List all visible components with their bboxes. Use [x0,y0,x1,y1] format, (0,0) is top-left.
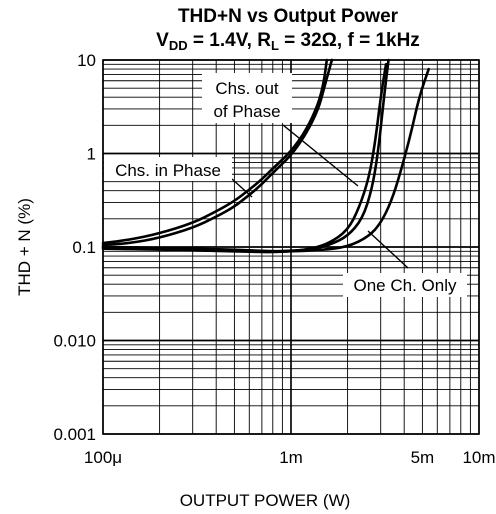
annotation-one-ch-only: One Ch. Only [354,276,457,295]
series-layer [101,58,430,254]
rl-subscript: L [271,38,279,53]
series-line-2 [101,58,329,245]
leader-one-ch [367,230,409,269]
vdd-value: = 1.4V, [188,30,258,51]
x-tick-label: 10m [462,448,495,467]
annotation-chs-in-phase: Chs. in Phase [115,161,221,180]
leader-out-phase [282,124,359,187]
tick-labels: 0.001 0.010 0.1 1 10 100μ 1m 5m 10m [53,51,495,467]
rl-symbol: R [257,30,271,51]
series-line-1 [101,58,334,247]
y-tick-label: 1 [87,145,96,164]
chart-title: THD+N vs Output Power [178,6,399,27]
leader-in-phase [231,178,253,198]
y-axis-label: THD + N (%) [15,198,34,296]
annotation-bg-one-ch [343,273,467,297]
x-tick-label: 5m [411,448,435,467]
y-tick-label: 0.1 [72,238,96,257]
annotation-bg-in-phase [104,157,232,181]
vdd-symbol: V [156,30,169,51]
series-line-5 [101,67,430,253]
annotation-bg-out-phase [202,73,292,123]
chart-subtitle: VDD = 1.4V, RL = 32Ω, f = 1kHz [156,30,420,53]
x-tick-label: 100μ [84,448,122,467]
y-tick-label: 10 [77,51,96,70]
x-tick-label: 1m [279,448,303,467]
annotation-leaders [231,124,409,269]
vdd-subscript: DD [169,38,188,53]
annotation-chs-out-line1: Chs. out [215,79,279,98]
annotation-chs-out-line2: of Phase [213,102,280,121]
y-tick-label: 0.010 [53,332,96,351]
rl-value: = 32Ω, f = 1kHz [279,30,420,51]
x-axis-label: OUTPUT POWER (W) [180,491,351,510]
y-tick-label: 0.001 [53,425,96,444]
